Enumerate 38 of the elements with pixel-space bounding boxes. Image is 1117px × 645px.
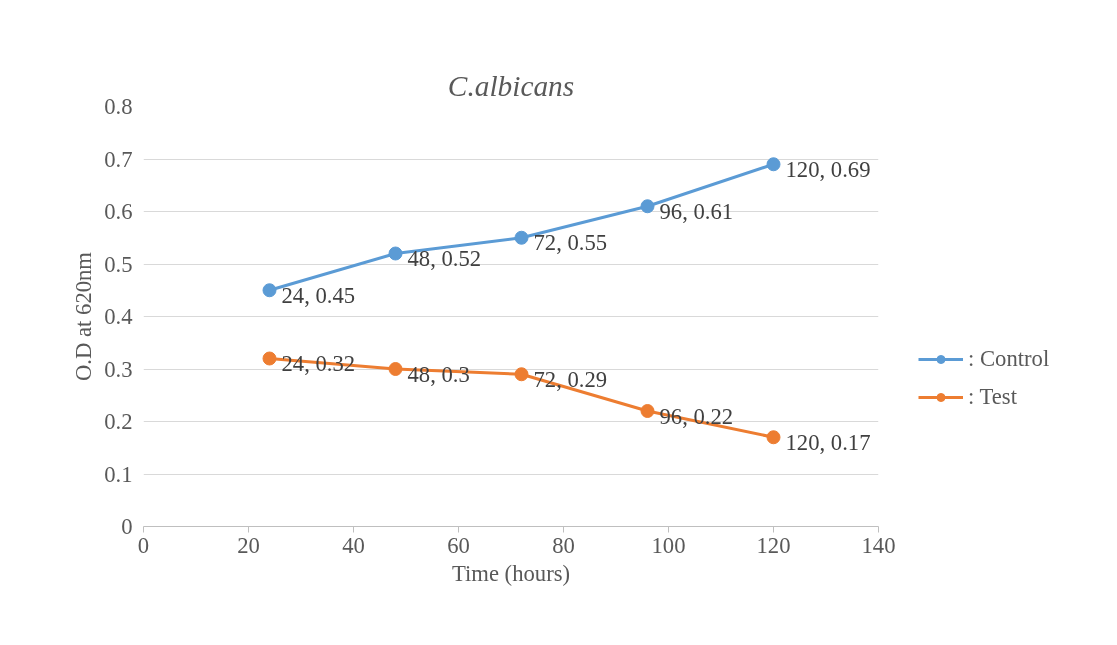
legend-label: : Test [968,384,1017,410]
y-tick-label: 0.4 [104,304,133,329]
y-tick-label: 0.3 [104,356,133,382]
y-tick-label: 0.6 [104,199,133,224]
point [262,351,277,366]
data-label: 72, 0.55 [533,230,608,256]
point [766,157,781,172]
point [388,246,403,261]
chart-title: C.albicans [447,69,575,102]
point [388,362,403,376]
point [766,430,781,445]
data-label: 48, 0.52 [407,246,482,271]
data-label: 120, 0.17 [785,429,871,455]
y-tick-label: 0.2 [104,409,133,434]
y-tick-label: 0 [121,514,133,539]
x-tick-label: 0 [137,532,150,558]
data-label: 24, 0.45 [281,282,356,308]
x-tick-label: 100 [651,532,686,558]
x-tick-label: 80 [552,532,575,558]
point [514,230,529,245]
y-tick-label: 0.7 [104,146,133,172]
point [262,283,277,298]
point [640,404,655,418]
y-tick-label: 0.8 [104,94,133,119]
legend-label: : Control [968,346,1050,372]
x-tick-label: 60 [447,532,470,558]
x-axis-title: Time (hours) [451,560,571,586]
y-tick-label: 0.5 [104,251,133,277]
x-tick-label: 40 [342,532,365,558]
data-label: 96, 0.61 [659,198,734,224]
x-tick-label: 140 [861,532,896,558]
data-label: 120, 0.69 [785,156,871,182]
x-tick-label: 20 [237,532,260,558]
point [514,367,529,382]
y-axis-title: O.D at 620nm [71,251,97,381]
y-tick-label: 0.1 [104,461,133,487]
point [640,199,655,214]
x-tick-label: 120 [756,532,791,558]
